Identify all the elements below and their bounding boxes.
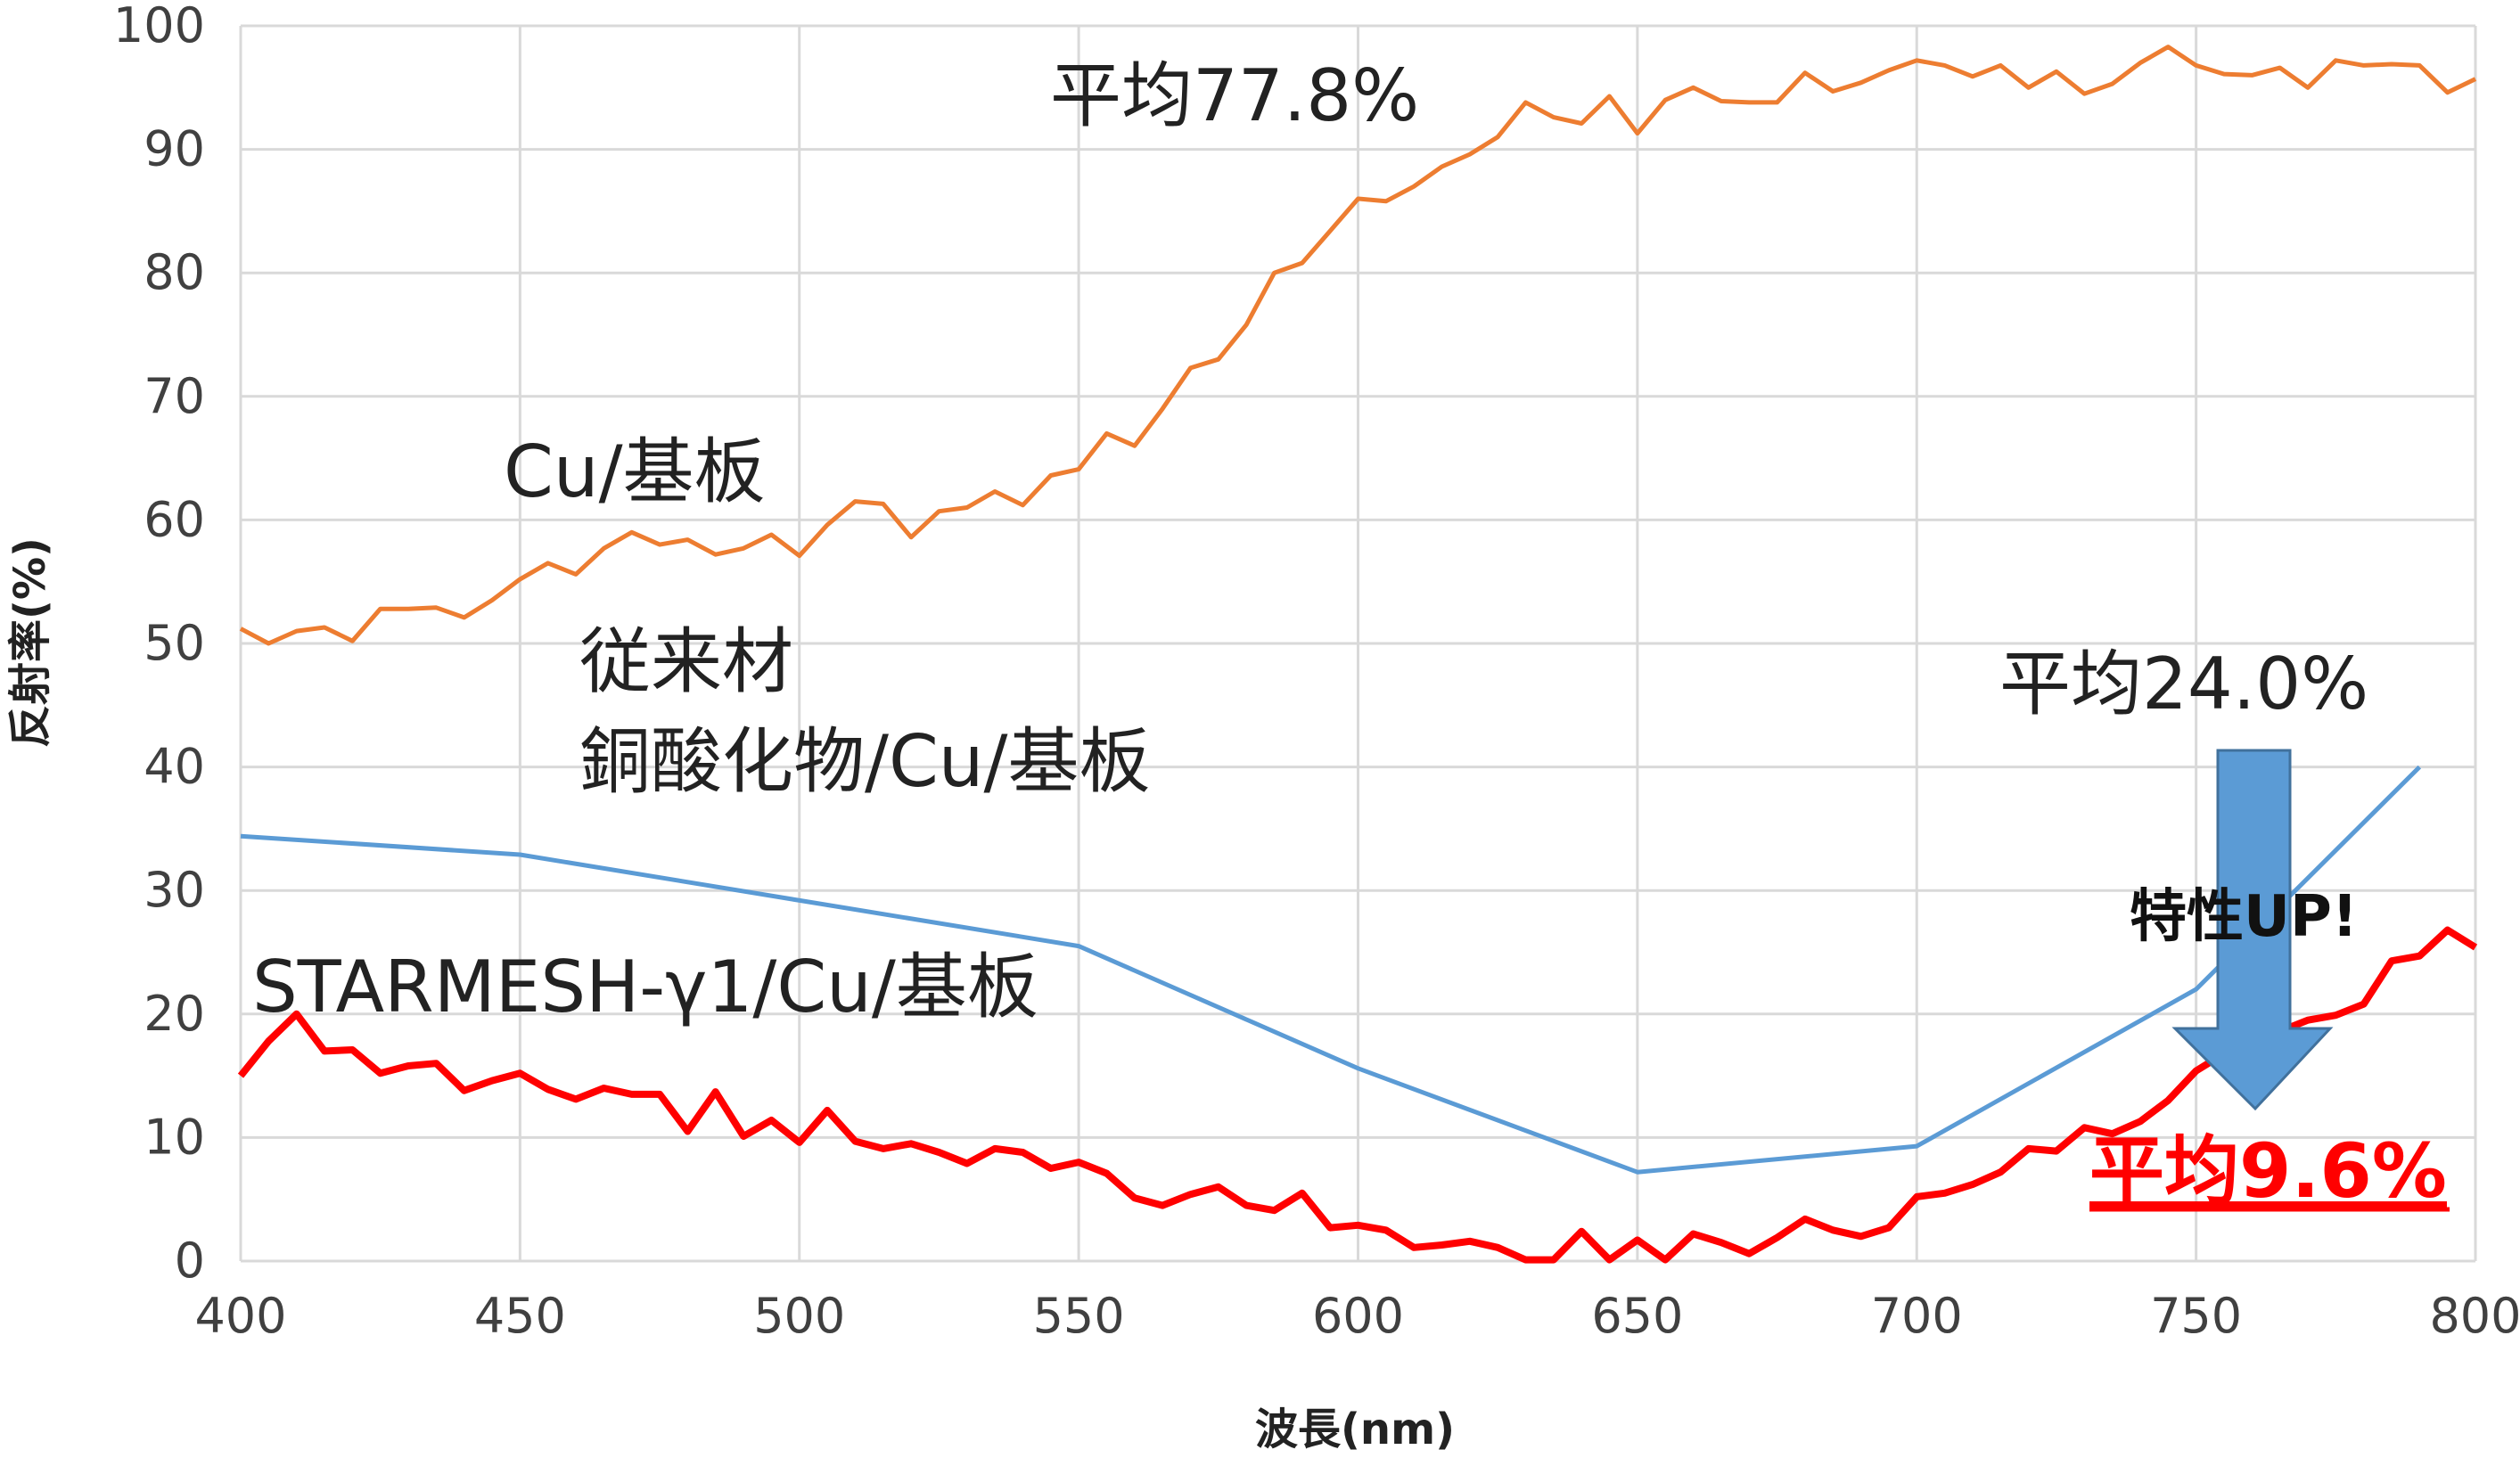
conventional-label-2: 銅酸化物/Cu/基板 — [579, 720, 1150, 803]
x-tick-label: 650 — [1591, 1288, 1683, 1344]
cu-series-label: Cu/基板 — [504, 430, 766, 513]
y-axis-title: 反射率(%) — [5, 537, 55, 748]
y-tick-label: 40 — [144, 739, 205, 795]
starmesh-series-label: STARMESH-γ1/Cu/基板 — [252, 946, 1038, 1028]
starmesh-series-line — [237, 926, 2478, 1264]
x-tick-label: 450 — [474, 1288, 566, 1344]
x-tick-label: 550 — [1033, 1288, 1125, 1344]
improvement-label: 特性UP! — [2130, 884, 2358, 950]
y-tick-label: 0 — [175, 1233, 205, 1289]
y-tick-label: 10 — [144, 1109, 205, 1165]
cu-average-label: 平均77.8% — [1050, 54, 1419, 137]
y-tick-label: 80 — [144, 244, 205, 300]
x-tick-label: 600 — [1312, 1288, 1404, 1344]
gridlines — [239, 24, 2477, 1263]
conventional-label-1: 従来材 — [579, 620, 793, 703]
y-tick-label: 100 — [113, 0, 205, 53]
x-axis-title: 波長(nm) — [1255, 1405, 1455, 1454]
y-tick-label: 70 — [144, 368, 205, 424]
y-tick-label: 90 — [144, 121, 205, 177]
conventional-average-label: 平均24.0% — [1999, 643, 2368, 725]
x-tick-label: 700 — [1871, 1288, 1963, 1344]
y-tick-label: 20 — [144, 986, 205, 1042]
x-tick-label: 500 — [753, 1288, 845, 1344]
x-tick-label: 800 — [2429, 1288, 2520, 1344]
x-tick-label: 400 — [194, 1288, 286, 1344]
series-lines — [237, 45, 2478, 1264]
conventional-series-line — [240, 765, 2422, 1175]
down-arrow-icon — [2171, 749, 2334, 1111]
x-tick-label: 750 — [2150, 1288, 2242, 1344]
cu-series-line — [239, 45, 2477, 646]
y-tick-label: 30 — [144, 862, 205, 918]
y-tick-label: 60 — [144, 491, 205, 547]
y-tick-label: 50 — [144, 615, 205, 671]
tick-labels: 0 10 20 30 40 50 60 70 80 90 100 400 450 500 550 600 650… — [113, 0, 2520, 1344]
starmesh-average-label: 平均9.6% — [2089, 1127, 2447, 1215]
